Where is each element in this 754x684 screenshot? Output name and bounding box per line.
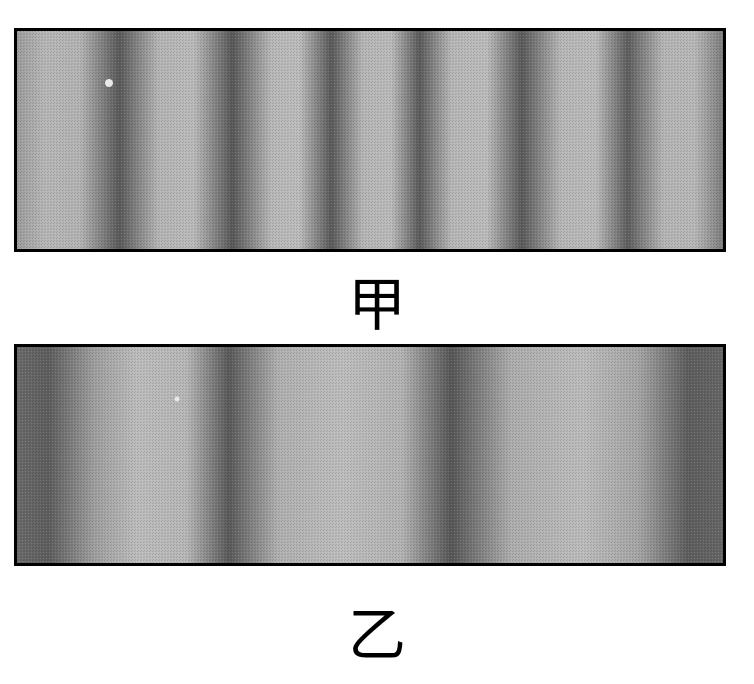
fringe-image-yi <box>17 347 723 563</box>
fringe-pattern-yi <box>14 344 726 566</box>
fringe-pattern-jia <box>14 28 726 252</box>
caption-yi: 乙 <box>347 601 406 669</box>
caption-jia: 甲 <box>347 271 406 339</box>
fringe-image-jia <box>17 31 723 249</box>
